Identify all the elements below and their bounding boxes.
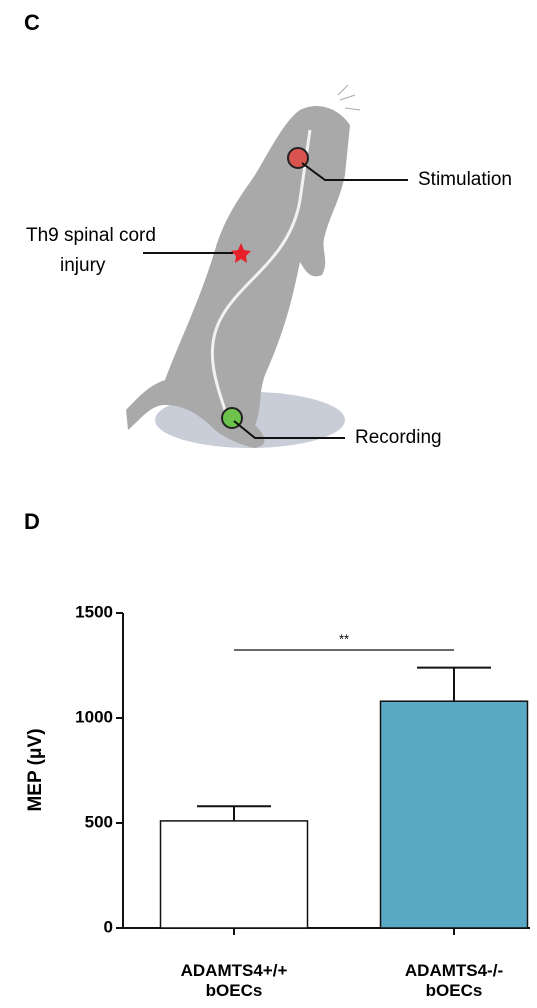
spinal-cord — [210, 129, 312, 411]
diagram-label: Stimulation — [418, 169, 512, 190]
diagram-label: injury — [60, 255, 106, 276]
panel-label: D — [24, 509, 40, 534]
y-axis-label: MEP (μV) — [25, 728, 46, 811]
panel-label: C — [24, 10, 40, 35]
significance-label: ** — [339, 631, 349, 646]
leader-line — [301, 162, 408, 181]
y-tick-label: 1000 — [75, 707, 113, 726]
diagram-label: Recording — [355, 427, 442, 448]
y-tick-label: 1500 — [75, 602, 113, 621]
injury-star — [231, 243, 251, 263]
y-tick-label: 500 — [85, 812, 113, 831]
x-tick-label: ADAMTS4-/- bOECs — [404, 961, 504, 1000]
x-tick-label: ADAMTS4+/+ bOECs — [180, 961, 288, 1000]
rat-diagram — [126, 84, 361, 448]
rat-body — [126, 105, 350, 448]
y-tick-label: 0 — [104, 917, 113, 936]
leader-line — [233, 420, 345, 439]
bar — [159, 820, 309, 929]
whiskers — [337, 84, 361, 111]
diagram-label: Th9 spinal cord — [26, 225, 156, 246]
bar — [379, 700, 529, 929]
